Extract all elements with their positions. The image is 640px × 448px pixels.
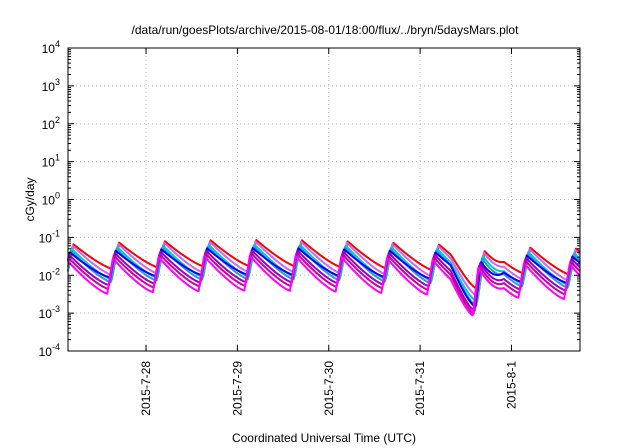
series-line [67,247,581,308]
y-axis-label: cGy/day [23,177,37,221]
series-line [67,254,581,317]
grid [68,48,580,351]
y-tick-label: 104 [42,39,60,56]
series-line [67,240,581,298]
axis-ticks: 10-4 10-3 10-2 10-1 100 101 102 103 104 2015-7-28… [39,39,580,416]
y-tick-label: 10-4 [39,342,60,359]
x-tick-label: 2015-7-28 [139,361,153,416]
x-tick-label: 2015-8-1 [504,361,518,409]
series-line [67,245,581,307]
series-line [67,249,581,312]
x-tick-label: 2015-7-31 [413,361,427,416]
x-tick-label: 2015-7-30 [322,361,336,416]
series-line [67,239,581,291]
y-tick-label: 101 [42,153,60,170]
y-tick-label: 100 [42,191,60,208]
series-layer [67,239,581,317]
y-tick-label: 10-3 [39,304,60,321]
y-tick-label: 10-1 [39,228,60,245]
x-tick-label: 2015-7-29 [230,361,244,416]
chart-title: /data/run/goesPlots/archive/2015-08-01/1… [132,23,520,37]
y-tick-label: 102 [42,115,60,132]
y-tick-label: 103 [42,77,60,94]
x-axis-label: Coordinated Universal Time (UTC) [232,431,416,445]
y-tick-label: 10-2 [39,266,60,283]
